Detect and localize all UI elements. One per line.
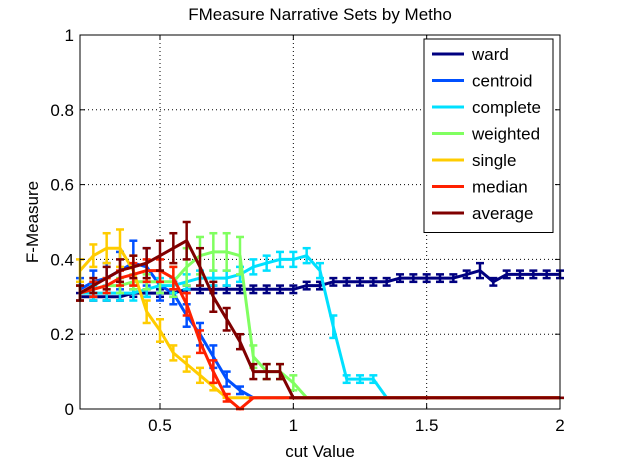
error-bar-ward [462, 269, 471, 280]
legend-label: weighted [471, 125, 540, 144]
error-bar-complete [262, 254, 271, 272]
error-bar-ward [396, 273, 404, 284]
error-bar-complete [342, 374, 351, 385]
x-tick-label: 1.5 [415, 416, 439, 435]
x-tick-label: 2 [555, 416, 564, 435]
error-bar-median [209, 359, 218, 385]
error-bar-ward [542, 269, 551, 280]
error-bar-average [249, 362, 258, 381]
error-bar-average [156, 239, 164, 272]
y-tick-label: 0 [65, 400, 74, 419]
error-bar-average [142, 246, 151, 280]
error-bar-ward [516, 269, 524, 280]
error-bar-single [182, 355, 191, 373]
y-tick-label: 0.4 [50, 250, 74, 269]
series-average [76, 220, 564, 400]
x-tick-label: 0.5 [148, 416, 172, 435]
legend-item-ward: ward [432, 45, 509, 64]
error-bar-median [196, 329, 204, 355]
error-bar-complete [369, 374, 378, 385]
error-bar-median [169, 265, 178, 291]
y-tick-label: 0.6 [50, 176, 74, 195]
legend-item-average: average [432, 204, 533, 223]
error-bar-ward [489, 276, 498, 287]
error-bar-average [89, 276, 98, 295]
error-bar-weighted [236, 235, 244, 276]
error-bar-average [102, 265, 111, 291]
error-bar-weighted [222, 231, 231, 272]
error-bar-average [276, 362, 284, 381]
axes-frame [79, 34, 561, 410]
error-bar-single [142, 299, 151, 325]
error-bar-ward [476, 261, 484, 280]
x-tick-label: 1 [289, 416, 298, 435]
legend: ward centroid complete weighted single median… [423, 38, 554, 233]
error-bar-average [169, 231, 178, 265]
legend-box [423, 38, 554, 233]
error-bar-average [262, 362, 271, 381]
error-bar-centroid [222, 370, 231, 388]
error-bar-ward [369, 276, 378, 287]
error-bar-ward [302, 280, 311, 291]
error-bar-ward [249, 284, 258, 295]
error-bar-average [196, 246, 204, 287]
error-bar-ward [409, 273, 418, 284]
error-bar-complete [302, 246, 311, 265]
error-bar-complete [289, 250, 298, 269]
error-bar-ward [449, 273, 458, 284]
error-bar-median [222, 392, 231, 403]
error-bar-average [129, 254, 138, 280]
error-bar-average [209, 280, 218, 314]
y-axis-title: F-Measure [23, 181, 42, 263]
error-bar-median [182, 291, 191, 317]
legend-label: centroid [472, 72, 532, 91]
legend-label: single [472, 151, 516, 170]
x-axis-title: cut Value [285, 442, 355, 461]
legend-item-single: single [432, 151, 516, 170]
error-bar-centroid [236, 385, 244, 396]
error-bar-complete [329, 314, 338, 340]
error-bar-complete [316, 261, 324, 280]
error-bar-single [196, 366, 204, 385]
chart-title: FMeasure Narrative Sets by Metho [188, 5, 452, 24]
error-bar-average [182, 220, 191, 261]
error-bar-ward [529, 269, 538, 280]
error-bar-weighted [209, 231, 218, 272]
error-bar-ward [356, 276, 364, 287]
error-bar-average [236, 332, 244, 351]
legend-label: complete [472, 98, 541, 117]
legend-label: ward [471, 45, 509, 64]
error-bar-ward [289, 284, 298, 295]
legend-item-weighted: weighted [432, 125, 540, 144]
error-bar-complete [276, 250, 284, 269]
error-bar-single [156, 317, 164, 343]
legend-item-median: median [432, 178, 528, 197]
error-bar-ward [276, 284, 284, 295]
legend-item-complete: complete [432, 98, 541, 117]
y-tick-label: 1 [65, 26, 74, 45]
legend-label: median [472, 178, 528, 197]
error-bar-ward [342, 276, 351, 287]
error-bar-single [89, 243, 98, 269]
y-tick-label: 0.2 [50, 325, 74, 344]
error-bar-single [102, 231, 111, 265]
error-bar-ward [436, 273, 444, 284]
legend-label: average [472, 204, 533, 223]
error-bar-complete [249, 258, 258, 276]
error-bar-complete [356, 374, 364, 385]
error-bar-average [222, 306, 231, 332]
y-tick-label: 0.8 [50, 101, 74, 120]
error-bar-average [116, 258, 124, 284]
legend-item-centroid: centroid [432, 72, 532, 91]
error-bar-ward [329, 276, 338, 287]
error-bar-ward [422, 273, 431, 284]
error-bar-ward [262, 284, 271, 295]
error-bar-ward [502, 269, 511, 280]
error-bar-ward [382, 276, 391, 287]
error-bar-single [169, 344, 178, 362]
